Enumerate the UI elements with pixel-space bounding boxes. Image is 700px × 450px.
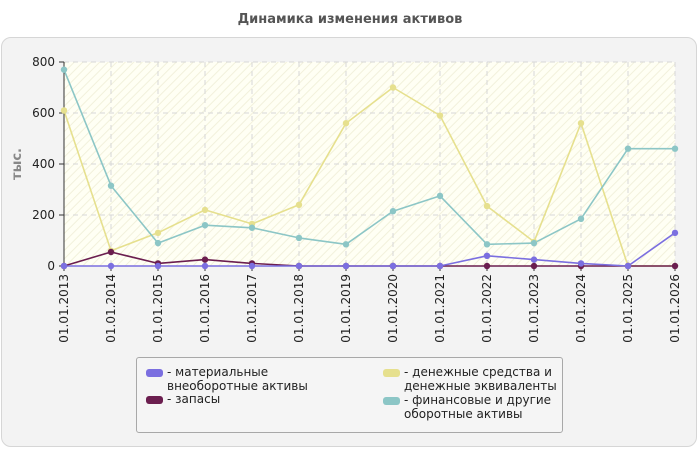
- legend-label: запасы: [167, 392, 347, 406]
- legend-swatch: [383, 369, 400, 377]
- y-tick-label: 800: [32, 55, 55, 69]
- chart-legend: материальные внеоборотные активы запасы …: [136, 357, 563, 433]
- x-tick-label: 01.01.2021: [433, 274, 447, 343]
- data-point: [483, 241, 491, 248]
- y-tick-label: 0: [47, 259, 55, 273]
- legend-label: материальные внеоборотные активы: [167, 365, 347, 393]
- data-point: [436, 192, 444, 200]
- data-point: [389, 84, 397, 91]
- data-point: [436, 262, 444, 270]
- data-point: [107, 262, 115, 270]
- data-point: [154, 229, 162, 237]
- x-tick-label: 01.01.2026: [668, 274, 682, 343]
- data-point: [295, 201, 303, 208]
- data-point: [577, 215, 585, 223]
- data-point: [60, 107, 68, 114]
- data-point: [671, 262, 679, 270]
- data-point: [389, 262, 397, 270]
- x-tick-label: 01.01.2018: [292, 274, 306, 343]
- x-tick-label: 01.01.2023: [527, 274, 541, 343]
- x-tick-label: 01.01.2013: [57, 274, 71, 343]
- data-point: [60, 262, 68, 270]
- x-tick-label: 01.01.2019: [339, 274, 353, 343]
- y-tick-label: 200: [32, 208, 55, 222]
- data-point: [201, 256, 209, 263]
- legend-swatch: [383, 397, 400, 405]
- data-point: [295, 234, 303, 242]
- legend-swatch: [146, 396, 163, 404]
- series-line: [63, 69, 675, 246]
- data-point: [248, 224, 256, 231]
- series-line: [64, 232, 676, 267]
- data-point: [107, 248, 115, 256]
- data-point: [342, 262, 350, 270]
- x-tick-label: 01.01.2017: [245, 274, 259, 343]
- x-tick-label: 01.01.2020: [386, 274, 400, 343]
- y-tick-label: 400: [32, 157, 55, 171]
- series-line: [63, 86, 675, 267]
- data-point: [624, 145, 632, 152]
- legend-swatch: [146, 369, 163, 377]
- chart-title: Динамика изменения активов: [237, 12, 463, 27]
- x-tick-label: 01.01.2024: [574, 274, 588, 343]
- data-point: [577, 120, 585, 127]
- data-point: [295, 262, 303, 270]
- data-point: [577, 260, 585, 267]
- data-point: [483, 252, 491, 259]
- data-point: [483, 262, 491, 270]
- data-point: [671, 229, 679, 237]
- data-point: [342, 120, 350, 127]
- legend-label: денежные средства и денежные эквиваленты: [404, 365, 584, 393]
- data-point: [107, 182, 115, 189]
- x-tick-label: 01.01.2016: [198, 274, 212, 343]
- data-point: [201, 222, 209, 229]
- data-point: [436, 112, 444, 119]
- x-tick-label: 01.01.2022: [480, 274, 494, 343]
- data-point: [530, 256, 538, 263]
- data-point: [671, 145, 679, 152]
- data-point: [154, 262, 162, 270]
- data-point: [342, 241, 350, 248]
- data-point: [624, 262, 632, 270]
- x-tick-label: 01.01.2015: [151, 274, 165, 343]
- y-tick-label: 600: [32, 106, 55, 120]
- data-point: [389, 207, 397, 215]
- data-point: [60, 66, 68, 73]
- data-point: [201, 206, 209, 214]
- data-point: [530, 262, 538, 270]
- data-point: [154, 239, 162, 247]
- legend-label: финансовые и другие оборотные активы: [404, 393, 584, 421]
- data-point: [201, 262, 209, 270]
- x-tick-label: 01.01.2014: [104, 274, 118, 343]
- data-point: [530, 239, 538, 247]
- data-point: [248, 262, 256, 270]
- x-tick-label: 01.01.2025: [621, 274, 635, 343]
- y-axis-label: тыс.: [10, 148, 25, 180]
- data-point: [483, 202, 491, 210]
